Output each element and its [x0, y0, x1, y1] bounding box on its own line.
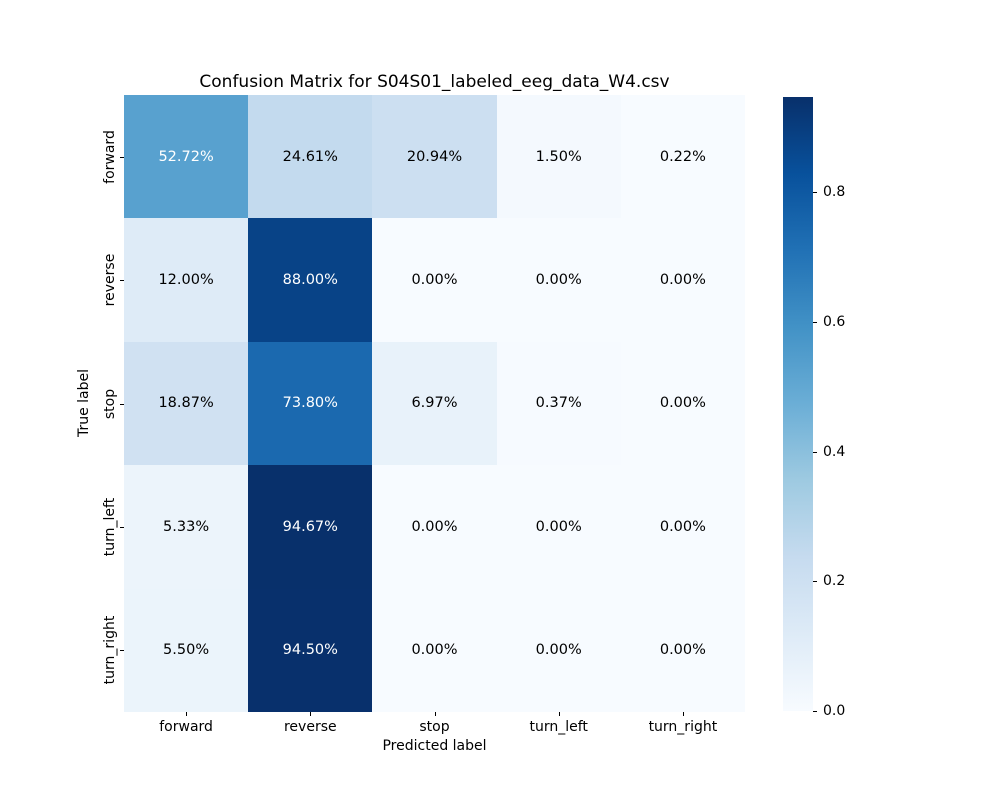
heatmap-cell: 0.00%: [496, 465, 621, 589]
heatmap-cell: 20.94%: [372, 95, 497, 219]
heatmap-cell: 12.00%: [124, 218, 249, 342]
cell-value: 0.00%: [659, 395, 706, 412]
cell-value: 88.00%: [282, 272, 338, 289]
cell-value: 0.00%: [411, 272, 458, 289]
y-tick-mark: [120, 526, 124, 528]
cell-value: 0.00%: [411, 642, 458, 659]
cell-value: 0.00%: [535, 642, 582, 659]
cell-value: 0.00%: [659, 642, 706, 659]
colorbar: [783, 97, 813, 711]
cell-value: 5.33%: [163, 518, 210, 535]
x-tick-mark: [186, 712, 188, 716]
cell-value: 12.00%: [158, 272, 214, 289]
y-tick-label: forward: [102, 129, 118, 184]
x-tick-mark: [310, 712, 312, 716]
cell-value: 0.00%: [411, 518, 458, 535]
colorbar-tick-mark: [813, 451, 817, 453]
heatmap-cell: 0.00%: [620, 218, 745, 342]
colorbar-tick-label: 0.4: [823, 443, 846, 460]
heatmap-cell: 0.00%: [496, 588, 621, 712]
heatmap-cell: 94.67%: [248, 465, 373, 589]
heatmap-cell: 5.50%: [124, 588, 249, 712]
heatmap-cell: 0.22%: [620, 95, 745, 219]
cell-value: 5.50%: [163, 642, 210, 659]
heatmap-cell: 0.00%: [372, 218, 497, 342]
y-tick-label: turn_left: [102, 497, 118, 557]
x-tick-mark: [682, 712, 684, 716]
cell-value: 6.97%: [411, 395, 458, 412]
heatmap-cell: 24.61%: [248, 95, 373, 219]
cell-value: 0.00%: [535, 272, 582, 289]
heatmap-cell: 0.00%: [620, 341, 745, 466]
y-tick-label: stop: [102, 388, 118, 419]
x-tick-mark: [558, 712, 560, 716]
heatmap-cell: 0.00%: [620, 588, 745, 712]
colorbar-tick-label: 0.8: [823, 184, 846, 201]
y-tick-label: reverse: [102, 253, 118, 307]
heatmap-cell: 1.50%: [496, 95, 621, 219]
x-axis-label: Predicted label: [382, 738, 487, 754]
cell-value: 0.22%: [659, 148, 706, 165]
cell-value: 0.00%: [535, 518, 582, 535]
heatmap-cell: 0.00%: [372, 588, 497, 712]
cell-value: 24.61%: [282, 148, 338, 165]
cell-value: 94.67%: [282, 518, 338, 535]
cell-value: 0.37%: [535, 395, 582, 412]
heatmap-cell: 88.00%: [248, 218, 373, 342]
colorbar-tick-mark: [813, 711, 817, 712]
heatmap-cell: 0.00%: [620, 465, 745, 589]
y-axis-label: True label: [76, 368, 92, 438]
heatmap-cell: 94.50%: [248, 588, 373, 712]
y-tick-mark: [120, 403, 124, 405]
heatmap-cell: 0.00%: [496, 218, 621, 342]
cell-value: 0.00%: [659, 518, 706, 535]
cell-value: 73.80%: [282, 395, 338, 412]
colorbar-tick-mark: [813, 581, 817, 583]
colorbar-tick-mark: [813, 321, 817, 323]
heatmap: 52.72% 24.61% 20.94% 1.50% 0.22% 12.00% 88.00%…: [124, 95, 745, 712]
x-tick-label: turn_right: [648, 719, 718, 735]
y-tick-label: turn_right: [102, 615, 118, 685]
cell-value: 18.87%: [158, 395, 214, 412]
cell-value: 1.50%: [535, 148, 582, 165]
x-tick-label: stop: [419, 719, 450, 735]
x-tick-label: reverse: [283, 719, 337, 735]
y-tick-mark: [120, 280, 124, 282]
cell-value: 0.00%: [659, 272, 706, 289]
y-tick-mark: [120, 156, 124, 158]
x-tick-mark: [434, 712, 436, 716]
x-tick-label: turn_left: [529, 719, 588, 735]
cell-value: 52.72%: [158, 148, 214, 165]
y-tick-mark: [120, 650, 124, 652]
heatmap-cell: 0.00%: [372, 465, 497, 589]
heatmap-cell: 52.72%: [124, 95, 249, 219]
x-tick-label: forward: [159, 719, 213, 735]
heatmap-cell: 0.37%: [496, 341, 621, 466]
heatmap-cell: 6.97%: [372, 341, 497, 466]
colorbar-tick-label: 0.6: [823, 313, 846, 330]
colorbar-tick-label: 0.0: [823, 703, 846, 719]
colorbar-tick-mark: [813, 192, 817, 194]
heatmap-cell: 5.33%: [124, 465, 249, 589]
heatmap-cell: 18.87%: [124, 341, 249, 466]
cell-value: 94.50%: [282, 642, 338, 659]
chart-title: Confusion Matrix for S04S01_labeled_eeg_…: [199, 72, 670, 92]
heatmap-cell: 73.80%: [248, 341, 373, 466]
cell-value: 20.94%: [406, 148, 463, 165]
colorbar-tick-label: 0.2: [823, 573, 846, 590]
